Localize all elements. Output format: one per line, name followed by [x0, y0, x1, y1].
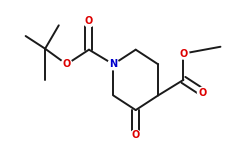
Circle shape — [198, 87, 208, 98]
Text: O: O — [179, 49, 188, 58]
Text: O: O — [62, 59, 71, 69]
Circle shape — [108, 59, 119, 70]
Text: O: O — [85, 16, 93, 26]
Circle shape — [61, 59, 72, 70]
Text: N: N — [109, 59, 117, 69]
Text: O: O — [199, 88, 207, 98]
Circle shape — [130, 130, 141, 141]
Circle shape — [84, 16, 94, 27]
Text: O: O — [132, 130, 140, 140]
Circle shape — [178, 48, 189, 59]
